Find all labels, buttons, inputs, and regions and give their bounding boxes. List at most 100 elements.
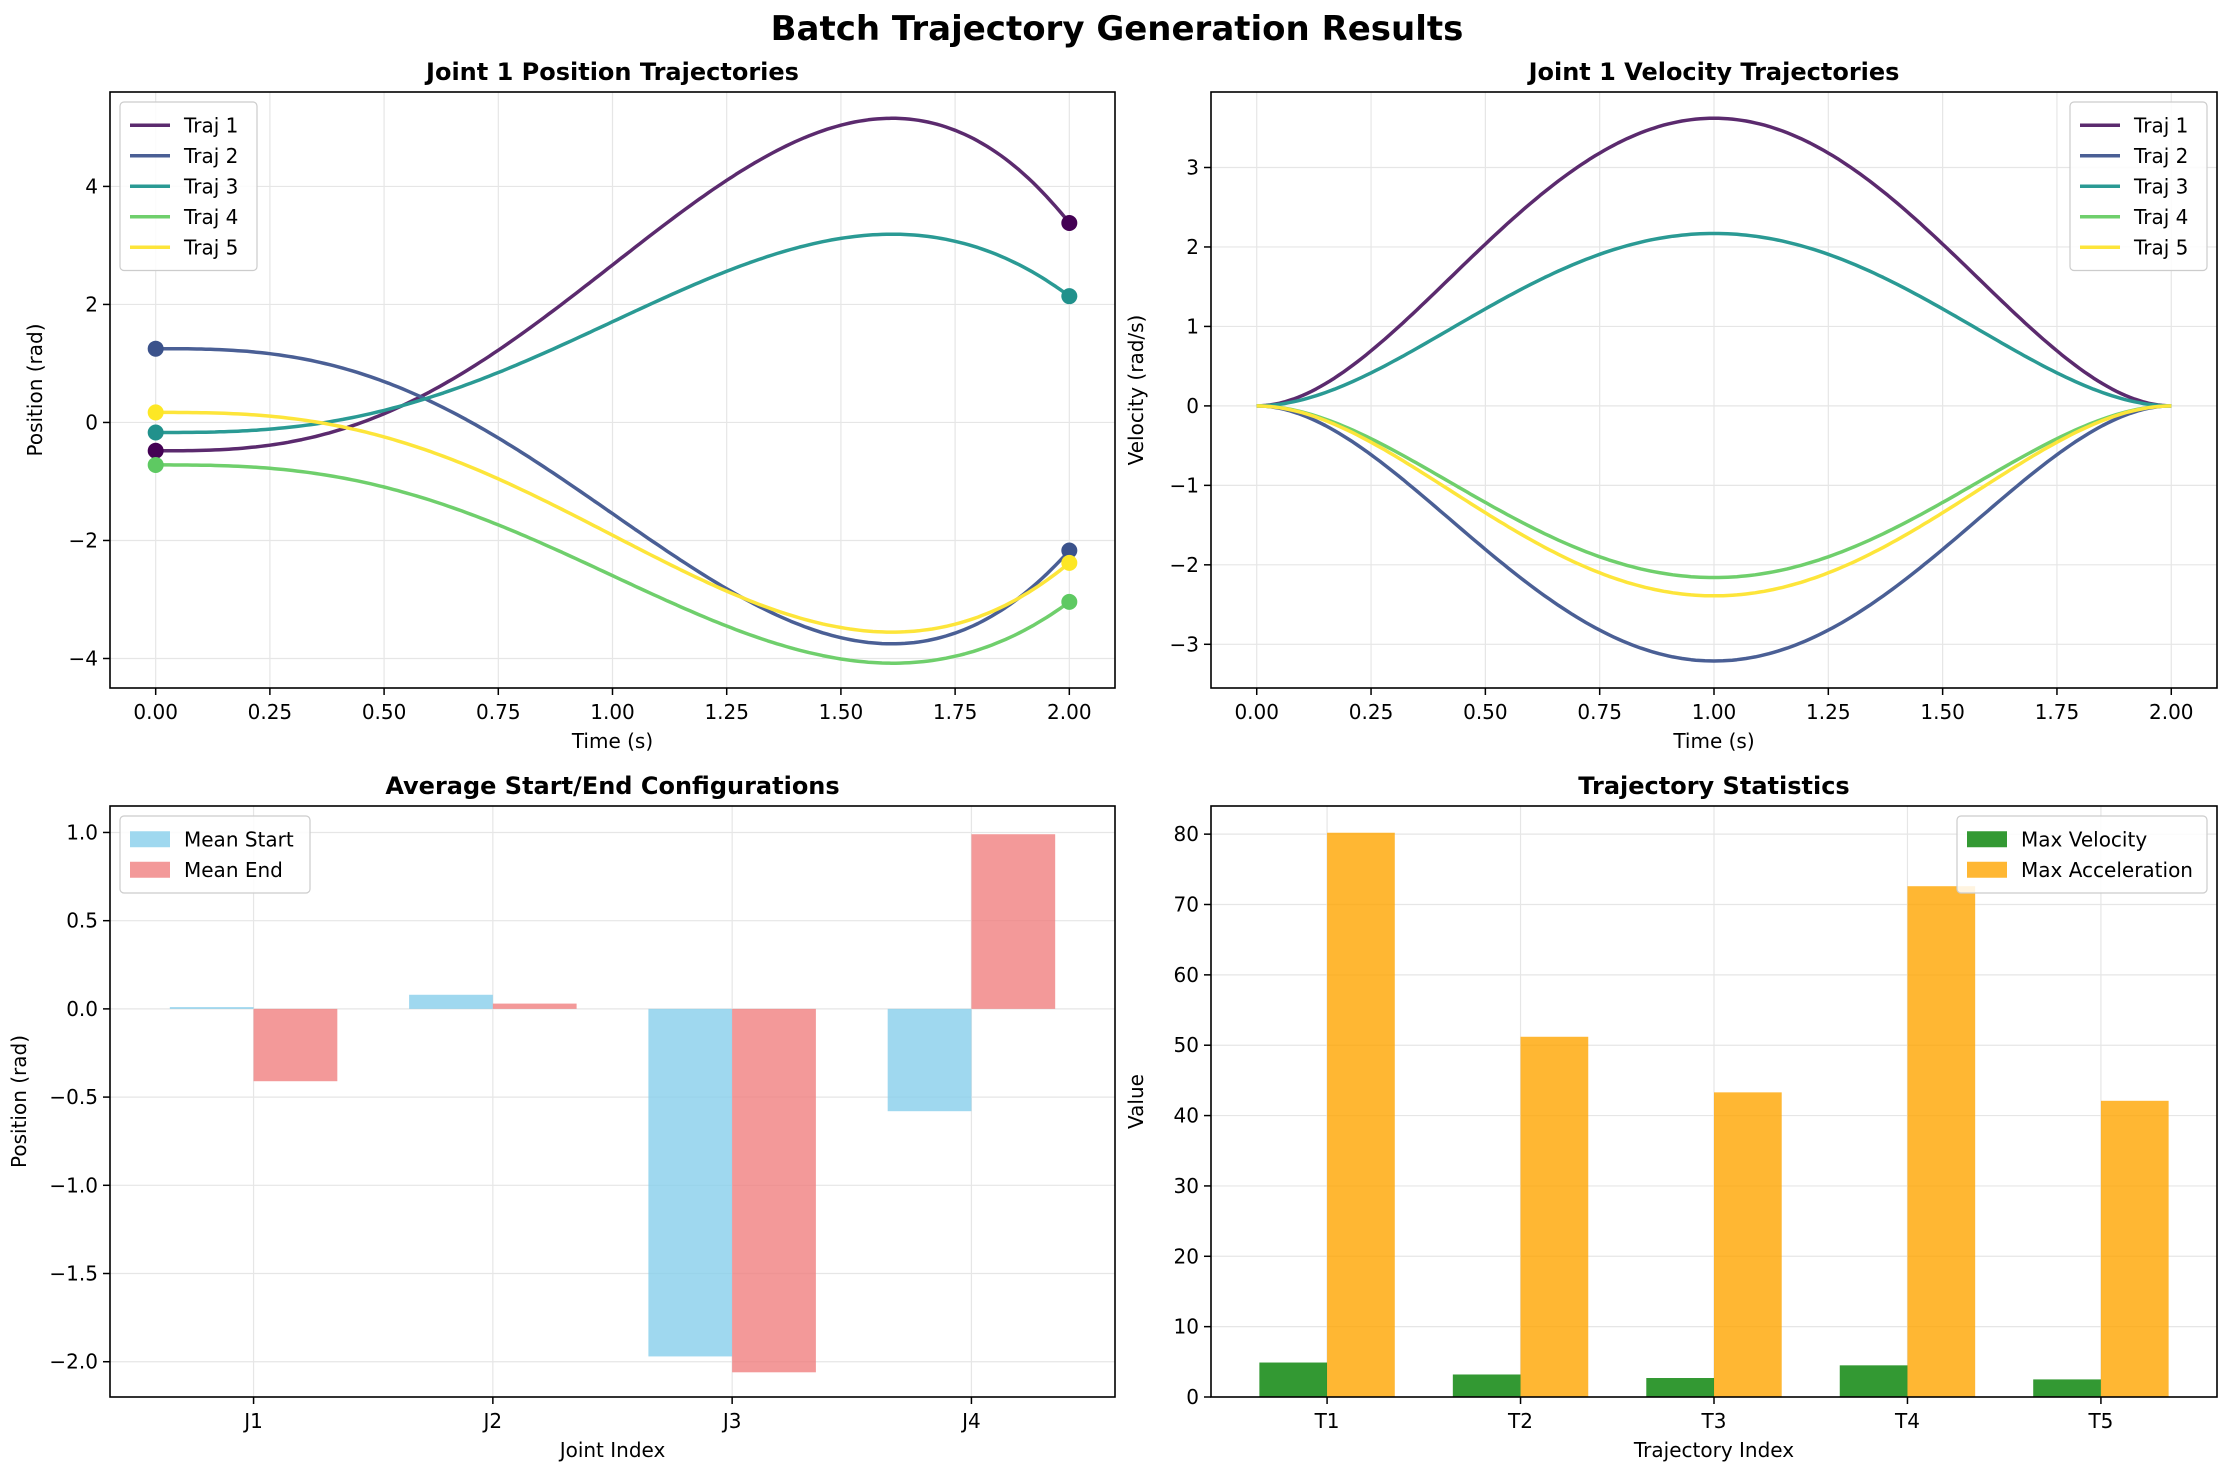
y-tick-label: 10 [1174,1315,1199,1339]
end-marker-5 [1061,554,1078,571]
y-tick-label: 4 [85,174,98,198]
x-axis-label: Joint Index [558,1438,666,1462]
bar-max-velocity-t1 [1259,1362,1328,1397]
bar-mean-start-j4 [887,1008,972,1112]
bar-mean-end-j1 [253,1008,338,1082]
legend-swatch [130,861,170,878]
x-tick-label: 1.50 [819,700,864,724]
y-tick-label: −0.5 [49,1085,98,1109]
y-tick-label: 40 [1174,1104,1199,1128]
legend: Max Velocity Max Acceleration [1956,815,2208,894]
legend-label: Traj 3 [183,174,238,198]
x-tick-label: 1.75 [2035,700,2080,724]
bar-max-acceleration-t1 [1327,832,1395,1397]
x-tick-label: 0.50 [1463,700,1508,724]
series-line-4 [1256,404,2172,580]
x-tick-label: 0.00 [133,700,178,724]
x-tick-label: J2 [482,1409,503,1433]
bars-group [1259,832,2169,1397]
bar-mean-end-j3 [732,1008,816,1373]
legend-label: Max Acceleration [2021,858,2193,882]
y-tick-label: 0.5 [66,909,98,933]
x-tick-label: 0.50 [362,700,407,724]
series-group [147,116,1078,665]
x-tick-label: 0.25 [1349,700,1394,724]
legend-label: Mean End [184,858,283,882]
y-tick-label: −1 [1170,473,1199,497]
x-tick-label: T3 [1701,1409,1727,1433]
end-marker-4 [1061,593,1078,610]
bar-mean-start-j1 [169,1007,254,1009]
x-tick-label: 0.25 [248,700,293,724]
legend-label: Mean Start [184,827,294,851]
series-line-5 [155,410,1071,634]
x-tick-label: T5 [2087,1409,2113,1433]
x-tick-label: 2.00 [1047,700,1092,724]
legend-box [1956,815,2208,894]
x-tick-label: 0.75 [1577,700,1622,724]
start-marker-4 [147,456,164,473]
legend-swatch [1967,861,2007,878]
legend-box [2069,101,2208,272]
bar-mean-end-j2 [492,1003,577,1009]
series-line-3 [155,232,1071,435]
y-tick-label: 0 [85,410,98,434]
subplot-3: J1 J2 J3 J4 −2.0 −1.5 −1.0 −0.5 0.0 0.5 1.0 Average… [7,772,1116,1462]
bar-max-velocity-t3 [1646,1378,1714,1397]
x-tick-label: 1.25 [1806,700,1851,724]
subplot-title: Trajectory Statistics [1578,772,1849,800]
bars-group [169,834,1056,1373]
y-axis-label: Position (rad) [7,1035,31,1168]
legend-label: Traj 4 [183,205,238,229]
y-tick-label: −4 [69,646,98,670]
x-tick-label: J4 [960,1409,981,1433]
x-tick-label: 1.75 [933,700,978,724]
series-group [1256,116,2172,663]
series-line-2 [1256,404,2172,663]
legend-label: Traj 1 [183,113,238,137]
y-tick-label: 3 [1186,155,1199,179]
series-line-1 [155,116,1071,453]
y-tick-label: −2.0 [49,1350,98,1374]
bar-max-velocity-t4 [1839,1365,1908,1397]
series-line-3 [1256,231,2172,408]
x-tick-label: T4 [1894,1409,1920,1433]
series-line-5 [1256,404,2172,598]
x-tick-label: 1.50 [1920,700,1965,724]
y-tick-label: −2 [69,528,98,552]
axes-frame [109,805,1116,1398]
bar-max-acceleration-t4 [1907,886,1976,1397]
end-marker-1 [1061,215,1078,232]
x-axis-label: Time (s) [1672,729,1754,753]
legend-label: Traj 2 [2133,144,2188,168]
y-tick-label: 2 [85,292,98,316]
legend: Mean Start Mean End [119,815,311,894]
x-tick-label: J3 [721,1409,742,1433]
x-tick-label: 2.00 [2149,700,2194,724]
y-tick-label: −1.5 [49,1262,98,1286]
x-tick-label: 1.00 [1692,700,1737,724]
bar-mean-start-j3 [648,1008,733,1357]
y-tick-label: 0 [1186,394,1199,418]
x-tick-label: 1.00 [590,700,635,724]
y-tick-label: −1.0 [49,1173,98,1197]
series-line-2 [155,346,1071,646]
series-line-1 [1256,116,2172,408]
subplot-4: T1 T2 T3 T4 T5 0 10 20 30 40 50 60 70 80 Trajectory St… [1124,772,2218,1462]
x-tick-label: J1 [242,1409,263,1433]
legend-box [119,101,258,272]
y-tick-label: 20 [1174,1244,1199,1268]
x-tick-label: 0.75 [476,700,521,724]
figure-title: Batch Trajectory Generation Results [771,9,1464,49]
legend-swatch [1967,831,2007,848]
y-tick-label: 50 [1174,1033,1199,1057]
bar-max-acceleration-t2 [1520,1036,1589,1397]
start-marker-5 [147,404,164,421]
bar-max-acceleration-t5 [2100,1100,2169,1397]
y-tick-label: 2 [1186,235,1199,259]
legend-label: Traj 2 [183,144,238,168]
bar-max-velocity-t2 [1452,1374,1521,1397]
y-tick-label: 0 [1186,1385,1199,1409]
legend-label: Traj 5 [2133,235,2188,259]
